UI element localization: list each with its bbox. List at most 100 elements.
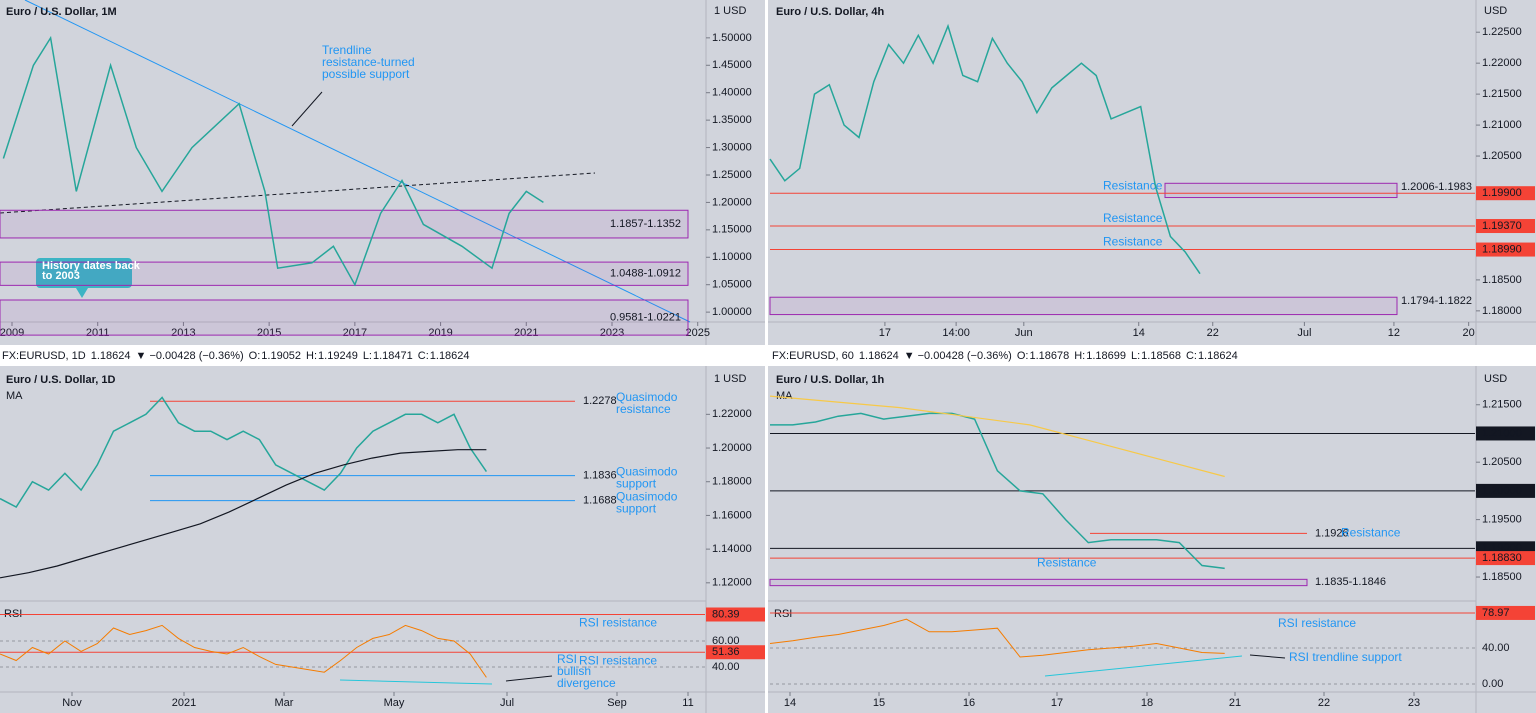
- y-tick-label: 1.18500: [1482, 274, 1522, 286]
- annotation: Trendline resistance-turned possible suppo…: [322, 43, 415, 81]
- price-line: [770, 412, 1225, 570]
- level-annotation-line: Quasimodo: [616, 490, 678, 504]
- x-tick-label: 14: [1133, 327, 1145, 339]
- y-tick-label: 1.21500: [1482, 399, 1522, 411]
- annotation-line: possible support: [322, 67, 410, 81]
- rsi-tick-label: 40.00: [712, 661, 740, 673]
- y-tick-label: 1.30000: [712, 141, 752, 153]
- currency-label: USD: [1484, 373, 1507, 385]
- level-annotation: Resistance: [1037, 555, 1097, 569]
- y-tick-label: 1.22000: [1482, 57, 1522, 69]
- level-annotation: Resistance: [1341, 526, 1401, 540]
- header-field: O:: [1017, 350, 1029, 362]
- y-tick-label: 1.05000: [712, 279, 752, 291]
- header-field: 1.18624: [1198, 350, 1238, 362]
- y-tick-label: 1.25000: [712, 169, 752, 181]
- currency-label: USD: [1484, 5, 1507, 17]
- annotation-line: bullish: [557, 664, 591, 678]
- zone-label: 1.0488-1.0912: [610, 268, 681, 280]
- panel-title: Euro / U.S. Dollar, 4h: [776, 6, 884, 18]
- level-annotation: Quasimodo support: [616, 490, 678, 516]
- y-tick-label: 1.40000: [712, 87, 752, 99]
- callout-line: History dates back: [42, 260, 141, 272]
- zone: [0, 209, 689, 239]
- y-tick-label: 1.18000: [712, 476, 752, 488]
- header-field: L:: [363, 350, 372, 362]
- y-tick-label: 1.35000: [712, 114, 752, 126]
- level-annotation: Resistance: [1103, 178, 1163, 192]
- y-tick-label: 1.16000: [712, 509, 752, 521]
- level-annotation: Quasimodo resistance: [616, 390, 678, 416]
- level-annotation: Resistance: [1103, 235, 1163, 249]
- x-tick-label: 2017: [343, 327, 367, 339]
- rsi-tick-label: 60.00: [712, 635, 740, 647]
- y-tick-label: 1.20500: [1482, 456, 1522, 468]
- annotation-arrow: [505, 675, 553, 682]
- callout-text: History dates back to 2003: [42, 260, 141, 282]
- y-tick-label: 1.10000: [712, 251, 752, 263]
- annotation-arrow: [1249, 654, 1286, 659]
- zone-label: 0.9581-1.0221: [610, 311, 681, 323]
- x-tick-label: 22: [1207, 327, 1219, 339]
- price-badge-label: 51.36: [712, 646, 740, 658]
- panel-title: Euro / U.S. Dollar, 1D: [6, 374, 115, 386]
- x-tick-label: 2023: [600, 327, 624, 339]
- divergence-line: [339, 679, 493, 685]
- price-badge: [1476, 483, 1535, 498]
- x-tick-label: 18: [1141, 697, 1153, 709]
- x-tick-label: 2025: [685, 327, 709, 339]
- price-badge: [1476, 605, 1535, 620]
- level-annotation-line: support: [616, 502, 657, 516]
- panel-title: Euro / U.S. Dollar, 1M: [6, 6, 117, 18]
- header-field: 1.18624: [91, 350, 131, 362]
- x-tick-label: 17: [879, 327, 891, 339]
- annotation: RSI bullish divergence: [557, 652, 616, 690]
- zone: [0, 261, 689, 286]
- y-tick-label: 1.20500: [1482, 150, 1522, 162]
- x-tick-label: 11: [682, 697, 693, 709]
- level-annotation: RSI resistance: [579, 653, 657, 667]
- level-annotation-line: Quasimodo: [616, 465, 678, 479]
- price-line: [2, 35, 544, 287]
- header-field: ▼ −0.00428 (−0.36%): [904, 350, 1012, 362]
- price-badge-label: 1.19370: [1482, 220, 1522, 232]
- level-annotation: Resistance: [1103, 211, 1163, 225]
- header-field: C:: [1186, 350, 1197, 362]
- zone-label: 1.1857-1.1352: [610, 218, 681, 230]
- header-field: 1.18471: [373, 350, 413, 362]
- price-badge: [1476, 219, 1535, 234]
- rsi-label: RSI: [4, 608, 22, 620]
- zone-label: 1.2006-1.1983: [1401, 181, 1472, 193]
- x-tick-label: 2021: [514, 327, 538, 339]
- ma-label: MA: [6, 390, 23, 402]
- x-tick-label: 21: [1229, 697, 1241, 709]
- annotation-line: divergence: [557, 676, 616, 690]
- ma-line: [769, 395, 1225, 478]
- price-badge: [1476, 242, 1535, 257]
- x-tick-label: Mar: [275, 697, 294, 709]
- header-field: 1.19052: [261, 350, 301, 362]
- header-field: FX:EURUSD, 1D: [2, 350, 86, 362]
- panel-bg: [768, 0, 1536, 345]
- y-tick-label: 1.45000: [712, 59, 752, 71]
- level-annotation-line: Quasimodo: [616, 390, 678, 404]
- ma-line: [0, 449, 487, 579]
- x-tick-label: 2019: [428, 327, 452, 339]
- y-tick-label: 1.15000: [712, 224, 752, 236]
- level-price: 1.1836: [583, 470, 617, 482]
- panel-title: Euro / U.S. Dollar, 1h: [776, 374, 884, 386]
- x-tick-label: Jun: [1015, 327, 1033, 339]
- x-tick-label: 20: [1463, 327, 1475, 339]
- price-badge-label: 1.18990: [1482, 243, 1522, 255]
- level-annotation-line: support: [616, 477, 657, 491]
- y-tick-label: 1.50000: [712, 32, 752, 44]
- callout-line: to 2003: [42, 270, 80, 282]
- currency-label: 1 USD: [714, 373, 746, 385]
- price-line: [0, 396, 488, 508]
- y-tick-label: 1.14000: [712, 543, 752, 555]
- price-badge-label: 1.20000: [1482, 485, 1522, 497]
- header-field: 1.18624: [430, 350, 470, 362]
- zone: [769, 578, 1308, 587]
